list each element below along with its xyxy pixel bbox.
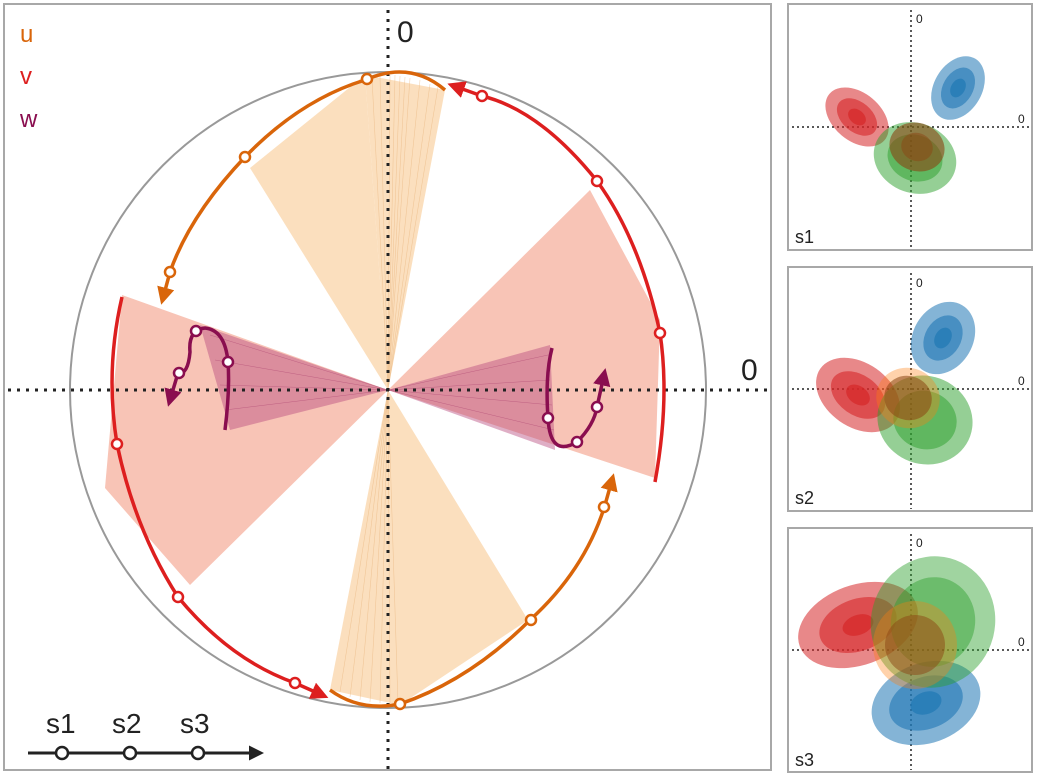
w-marker: [570, 435, 584, 449]
u-trajectory-bottom: [328, 473, 618, 708]
v-marker: [590, 174, 604, 188]
w-trajectory-right: [545, 347, 611, 449]
u-sector-top-wide: [250, 75, 388, 390]
v-marker: [653, 326, 667, 340]
u-marker: [393, 697, 407, 711]
timeline-label-s2: s2: [112, 708, 142, 739]
panel-s1: 0 0 s1: [787, 3, 1033, 251]
panel-s2: 0 0 s2: [787, 266, 1033, 512]
v-trajectory-left: [110, 296, 329, 699]
u-marker: [360, 72, 374, 86]
w-sector-left: [200, 325, 388, 430]
panel-s1-blob-blue: [931, 56, 985, 120]
panel-s1-blob-orange: [889, 122, 945, 172]
u-marker: [524, 613, 538, 627]
timeline-label-s3: s3: [180, 708, 210, 739]
w-trajectory-left: [164, 326, 231, 431]
panel-s2-axis-right-label: 0: [1018, 374, 1025, 388]
w-markers: [172, 324, 604, 449]
main-panel: 0 0: [3, 3, 772, 771]
v-marker: [475, 89, 489, 103]
w-marker: [172, 366, 186, 380]
w-sector-right: [388, 345, 555, 450]
timeline-marker-s2: [122, 745, 138, 761]
legend-u: u: [20, 21, 33, 48]
u-sector-top: [365, 75, 445, 390]
timeline-label-s1: s1: [46, 708, 76, 739]
u-trajectory-top: [157, 70, 447, 305]
w-marker: [189, 324, 203, 338]
u-markers: [163, 72, 611, 711]
panel-s1-blob-red: [825, 87, 889, 147]
v-markers: [110, 89, 667, 690]
u-marker: [238, 150, 252, 164]
u-marker: [597, 500, 611, 514]
axis-right-label: 0: [741, 354, 758, 387]
timeline-marker-s3: [190, 745, 206, 761]
timeline: s1 s2 s3: [28, 708, 264, 761]
timeline-marker-s1: [54, 745, 70, 761]
v-marker: [288, 676, 302, 690]
panel-s2-label: s2: [795, 488, 814, 508]
panel-s3-axis-top-label: 0: [916, 536, 923, 550]
v-trajectory-right: [447, 81, 666, 483]
panel-s2-axis-top-label: 0: [916, 276, 923, 290]
panel-s3-blob-blue: [871, 660, 981, 746]
panel-s3: 0 0 s3: [787, 527, 1033, 773]
panel-s1-axis-right-label: 0: [1018, 112, 1025, 126]
u-marker: [163, 265, 177, 279]
panel-s2-blob-orange: [876, 367, 940, 429]
u-hatch-top: [371, 74, 439, 391]
panel-s3-label: s3: [795, 750, 814, 770]
panel-s1-axis-top-label: 0: [916, 12, 923, 26]
v-sector-left: [105, 295, 388, 585]
panel-s3-blob-orange: [873, 601, 957, 689]
v-marker: [171, 590, 185, 604]
panel-s1-label: s1: [795, 227, 814, 247]
legend-w: w: [19, 106, 38, 133]
v-marker: [110, 437, 124, 451]
legend-v: v: [20, 63, 32, 90]
w-marker: [590, 400, 604, 414]
axis-top-label: 0: [397, 16, 414, 49]
w-marker: [221, 355, 235, 369]
panel-s2-blob-blue: [910, 301, 976, 375]
u-sector-bottom: [330, 390, 528, 705]
panel-s3-axis-right-label: 0: [1018, 635, 1025, 649]
w-marker: [541, 411, 555, 425]
